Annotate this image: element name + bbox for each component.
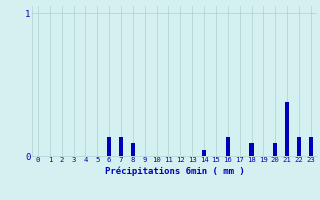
Bar [119, 137, 123, 156]
Bar [107, 137, 111, 156]
Bar [250, 143, 254, 156]
X-axis label: Précipitations 6min ( mm ): Précipitations 6min ( mm ) [105, 166, 244, 176]
Bar [285, 102, 289, 156]
Bar [297, 137, 301, 156]
Bar [273, 143, 277, 156]
Bar [131, 143, 135, 156]
Bar [309, 137, 313, 156]
Bar [202, 150, 206, 156]
Bar [226, 137, 230, 156]
